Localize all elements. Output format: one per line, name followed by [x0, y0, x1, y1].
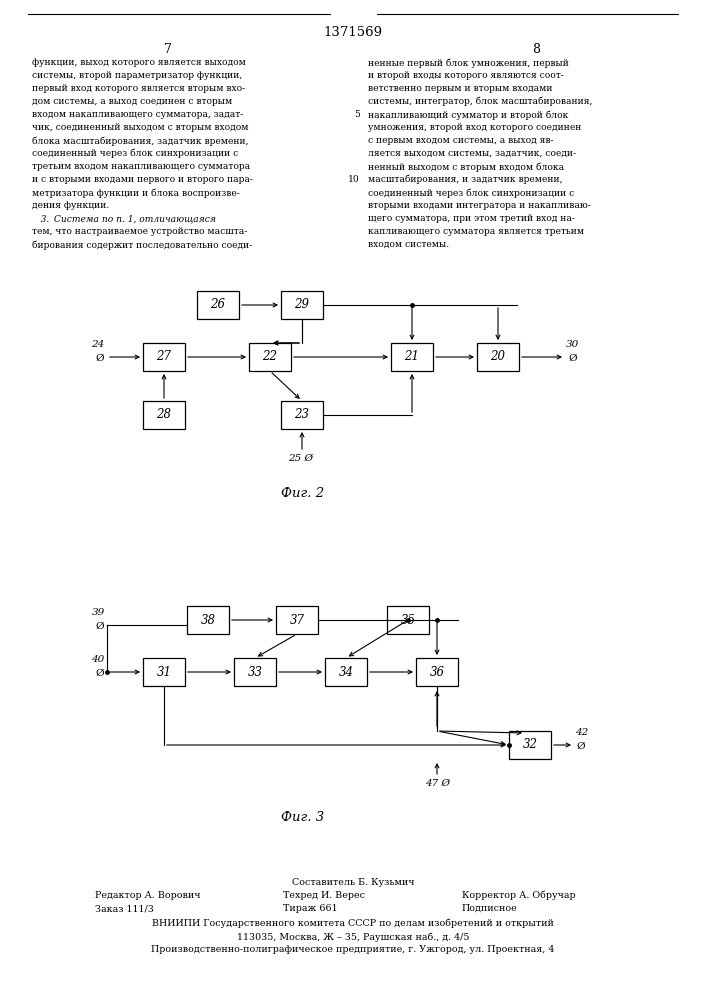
Text: первый вход которого является вторым вхо-: первый вход которого является вторым вхо…: [32, 84, 245, 93]
Bar: [416, 658, 458, 686]
Text: 35: 35: [400, 613, 416, 626]
Text: 29: 29: [295, 298, 310, 312]
Text: Ø: Ø: [95, 621, 105, 631]
Text: функции, выход которого является выходом: функции, выход которого является выходом: [32, 58, 246, 67]
Text: соединенный через блок синхронизации с: соединенный через блок синхронизации с: [32, 149, 238, 158]
Text: блока масштабирования, задатчик времени,: блока масштабирования, задатчик времени,: [32, 136, 248, 145]
Text: с первым входом системы, а выход яв-: с первым входом системы, а выход яв-: [368, 136, 554, 145]
Text: чик, соединенный выходом с вторым входом: чик, соединенный выходом с вторым входом: [32, 123, 248, 132]
Text: 47 Ø: 47 Ø: [426, 779, 450, 788]
Text: 38: 38: [201, 613, 216, 626]
Text: Ø: Ø: [95, 668, 105, 678]
Text: щего сумматора, при этом третий вход на-: щего сумматора, при этом третий вход на-: [368, 214, 575, 223]
Text: Техред И. Верес: Техред И. Верес: [283, 891, 365, 900]
Text: 8: 8: [532, 43, 540, 56]
Text: 31: 31: [156, 666, 172, 678]
Text: 10: 10: [349, 175, 360, 184]
Bar: [187, 606, 229, 634]
Text: 32: 32: [522, 738, 537, 752]
Text: третьим входом накапливающего сумматора: третьим входом накапливающего сумматора: [32, 162, 250, 171]
Bar: [276, 606, 318, 634]
Text: ВНИИПИ Государственного комитета СССР по делам изобретений и открытий: ВНИИПИ Государственного комитета СССР по…: [152, 919, 554, 928]
Bar: [234, 658, 276, 686]
Text: 33: 33: [247, 666, 262, 678]
Text: ненные первый блок умножения, первый: ненные первый блок умножения, первый: [368, 58, 569, 68]
Text: Корректор А. Обручар: Корректор А. Обручар: [462, 891, 575, 900]
Text: ляется выходом системы, задатчик, соеди-: ляется выходом системы, задатчик, соеди-: [368, 149, 576, 158]
Text: 25 Ø: 25 Ø: [288, 454, 313, 463]
Text: 3. Система по п. 1, отличающаяся: 3. Система по п. 1, отличающаяся: [32, 214, 216, 223]
Text: Заказ 111/3: Заказ 111/3: [95, 904, 154, 913]
Text: Ø: Ø: [577, 742, 585, 750]
Text: капливающего сумматора является третьим: капливающего сумматора является третьим: [368, 227, 584, 236]
Text: 24: 24: [91, 340, 105, 349]
Text: 7: 7: [164, 43, 172, 56]
Text: 22: 22: [262, 351, 278, 363]
Bar: [391, 343, 433, 371]
Text: Ø: Ø: [568, 354, 578, 362]
Text: 113035, Москва, Ж – 35, Раушская наб., д. 4/5: 113035, Москва, Ж – 35, Раушская наб., д…: [237, 932, 469, 942]
Text: Тираж 661: Тираж 661: [283, 904, 338, 913]
Text: и с вторыми входами первого и второго пара-: и с вторыми входами первого и второго па…: [32, 175, 253, 184]
Text: умножения, второй вход которого соединен: умножения, второй вход которого соединен: [368, 123, 581, 132]
Text: метризатора функции и блока воспроизве-: метризатора функции и блока воспроизве-: [32, 188, 240, 198]
Text: вторыми входами интегратора и накапливаю-: вторыми входами интегратора и накапливаю…: [368, 201, 591, 210]
Text: системы, второй параметризатор функции,: системы, второй параметризатор функции,: [32, 71, 243, 80]
Bar: [197, 291, 239, 319]
Bar: [281, 291, 323, 319]
Bar: [249, 343, 291, 371]
Text: дом системы, а выход соединен с вторым: дом системы, а выход соединен с вторым: [32, 97, 233, 106]
Text: Составитель Б. Кузьмич: Составитель Б. Кузьмич: [292, 878, 414, 887]
Text: 20: 20: [491, 351, 506, 363]
Bar: [281, 401, 323, 429]
Text: входом накапливающего сумматора, задат-: входом накапливающего сумматора, задат-: [32, 110, 243, 119]
Bar: [143, 401, 185, 429]
Text: системы, интегратор, блок масштабирования,: системы, интегратор, блок масштабировани…: [368, 97, 592, 106]
Text: входом системы.: входом системы.: [368, 240, 449, 249]
Text: Фиг. 2: Фиг. 2: [281, 487, 325, 500]
Text: 30: 30: [566, 340, 580, 349]
Text: ненный выходом с вторым входом блока: ненный выходом с вторым входом блока: [368, 162, 564, 172]
Text: 26: 26: [211, 298, 226, 312]
Text: накапливающий сумматор и второй блок: накапливающий сумматор и второй блок: [368, 110, 568, 119]
Bar: [325, 658, 367, 686]
Bar: [387, 606, 429, 634]
Text: 36: 36: [429, 666, 445, 678]
Text: 42: 42: [575, 728, 589, 737]
Text: 34: 34: [339, 666, 354, 678]
Text: 40: 40: [91, 655, 105, 664]
Text: 39: 39: [91, 608, 105, 617]
Text: 27: 27: [156, 351, 172, 363]
Text: Редактор А. Ворович: Редактор А. Ворович: [95, 891, 201, 900]
Text: Ø: Ø: [95, 354, 105, 362]
Bar: [477, 343, 519, 371]
Text: 28: 28: [156, 408, 172, 422]
Text: и второй входы которого являются соот-: и второй входы которого являются соот-: [368, 71, 564, 80]
Text: ветственно первым и вторым входами: ветственно первым и вторым входами: [368, 84, 552, 93]
Text: Производственно-полиграфическое предприятие, г. Ужгород, ул. Проектная, 4: Производственно-полиграфическое предприя…: [151, 945, 555, 954]
Text: 1371569: 1371569: [323, 26, 382, 39]
Text: масштабирования, и задатчик времени,: масштабирования, и задатчик времени,: [368, 175, 563, 184]
Text: 23: 23: [295, 408, 310, 422]
Text: Подписное: Подписное: [462, 904, 518, 913]
Text: соединенный через блок синхронизации с: соединенный через блок синхронизации с: [368, 188, 574, 198]
Bar: [143, 658, 185, 686]
Text: бирования содержит последовательно соеди-: бирования содержит последовательно соеди…: [32, 240, 252, 249]
Text: 37: 37: [289, 613, 305, 626]
Text: дения функции.: дения функции.: [32, 201, 110, 210]
Text: 21: 21: [404, 351, 419, 363]
Text: тем, что настраиваемое устройство масшта-: тем, что настраиваемое устройство масшта…: [32, 227, 247, 236]
Text: Фиг. 3: Фиг. 3: [281, 811, 325, 824]
Bar: [143, 343, 185, 371]
Bar: [509, 731, 551, 759]
Text: 5: 5: [354, 110, 360, 119]
